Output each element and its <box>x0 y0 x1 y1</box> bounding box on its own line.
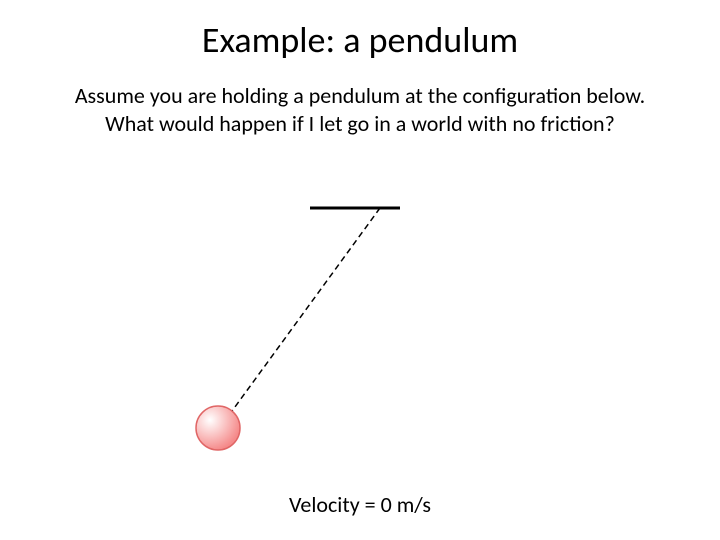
slide: Example: a pendulum Assume you are holdi… <box>0 0 720 540</box>
velocity-caption: Velocity = 0 m/s <box>0 491 720 518</box>
pendulum-bob <box>196 406 240 450</box>
pendulum-string <box>224 208 380 422</box>
pendulum-diagram <box>0 0 720 540</box>
caption-text: Velocity = 0 m/s <box>289 491 431 518</box>
